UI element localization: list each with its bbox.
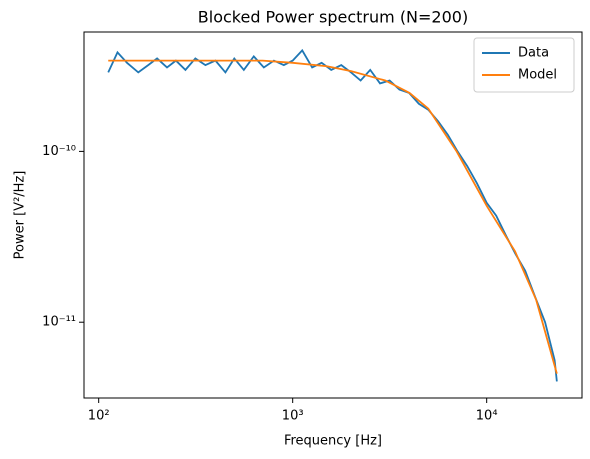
x-tick-label: 10² [88, 409, 110, 424]
data-line [107, 48, 558, 382]
x-tick-label: 10⁴ [476, 409, 498, 424]
data-line [108, 59, 558, 374]
legend-label: Model [518, 68, 557, 83]
y-tick-label: 10⁻¹¹ [42, 315, 76, 330]
legend-box [473, 37, 575, 93]
plot-frame [83, 31, 583, 399]
chart-title: Blocked Power spectrum (N=200) [198, 8, 468, 27]
x-axis-label: Frequency [Hz] [284, 434, 382, 449]
legend-label: Data [518, 46, 549, 61]
y-tick-label: 10⁻¹⁰ [42, 144, 76, 159]
y-axis-label: Power [V²/Hz] [13, 171, 28, 260]
x-tick-label: 10³ [282, 409, 304, 424]
